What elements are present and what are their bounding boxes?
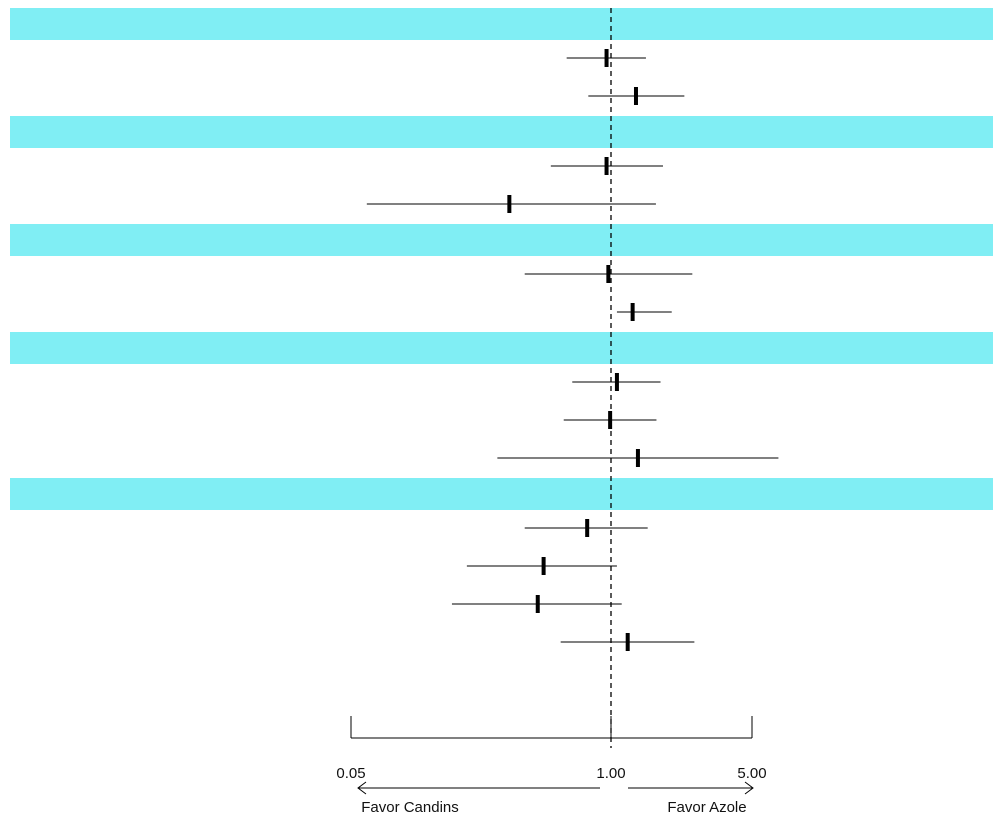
hazard-ratio-point: [604, 157, 609, 175]
hazard-ratio-point: [585, 519, 590, 537]
hazard-ratio-point: [606, 265, 611, 283]
hazard-ratio-point: [541, 557, 546, 575]
hazard-ratio-point: [625, 633, 630, 651]
hazard-ratio-point: [635, 449, 640, 467]
group-band: [10, 8, 993, 40]
x-tick-label: 0.05: [336, 765, 365, 782]
group-band: [10, 116, 993, 148]
favor-left-label: Favor Candins: [361, 799, 459, 816]
hazard-ratio-point: [630, 303, 635, 321]
x-tick-label: 1.00: [596, 765, 625, 782]
hazard-ratio-point: [633, 87, 638, 105]
hazard-ratio-point: [604, 49, 609, 67]
favor-left-arrow: [357, 781, 600, 795]
group-band: [10, 478, 993, 510]
x-tick-label: 5.00: [737, 765, 766, 782]
favor-right-arrow: [628, 781, 754, 795]
hazard-ratio-point: [608, 411, 613, 429]
hazard-ratio-point: [535, 595, 540, 613]
favor-right-label: Favor Azole: [667, 799, 746, 816]
hazard-ratio-point: [614, 373, 619, 391]
hazard-ratio-point: [507, 195, 512, 213]
group-band: [10, 332, 993, 364]
group-band: [10, 224, 993, 256]
